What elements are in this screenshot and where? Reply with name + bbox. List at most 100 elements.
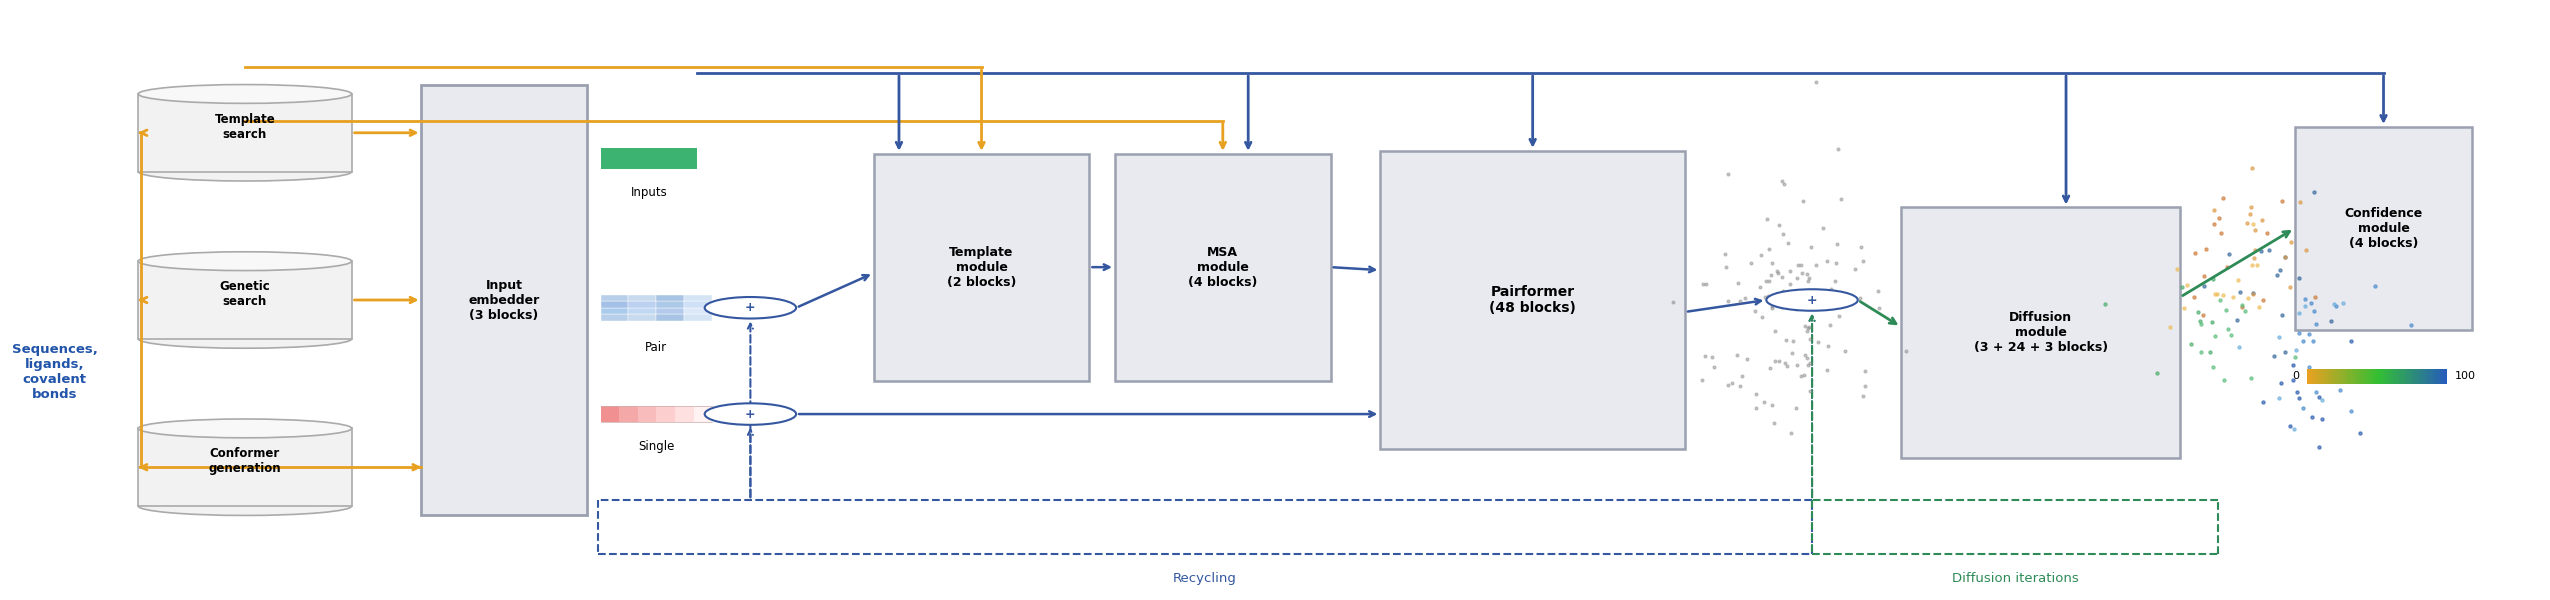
Point <box>1716 350 1757 359</box>
Point <box>2241 215 2282 225</box>
Bar <box>655 295 683 301</box>
Point <box>1782 371 1823 380</box>
Ellipse shape <box>138 497 352 515</box>
Point <box>1780 260 1821 270</box>
Text: Sequences,
ligands,
covalent
bonds: Sequences, ligands, covalent bonds <box>13 343 97 401</box>
Point <box>1808 341 1849 350</box>
Point <box>1693 362 1734 371</box>
Point <box>1826 347 1867 356</box>
Point <box>2231 163 2272 173</box>
Point <box>1731 259 1772 268</box>
Text: Conformer
generation: Conformer generation <box>209 447 280 475</box>
Point <box>1734 307 1775 316</box>
Point <box>1810 320 1851 330</box>
Point <box>1782 268 1823 278</box>
Bar <box>1380 151 1686 449</box>
Point <box>1767 238 1808 248</box>
Point <box>2180 319 2221 329</box>
Point <box>1810 290 1851 299</box>
Point <box>1752 270 1793 280</box>
Point <box>1777 304 1818 313</box>
Point <box>1808 256 1849 266</box>
Point <box>2193 205 2234 215</box>
Bar <box>655 406 676 422</box>
Point <box>1775 403 1816 413</box>
Bar <box>602 314 627 321</box>
Point <box>2193 362 2234 371</box>
Bar <box>602 308 627 314</box>
Point <box>1767 361 1808 371</box>
Point <box>2257 270 2298 280</box>
Point <box>1816 277 1856 286</box>
Point <box>2264 347 2305 357</box>
Bar <box>655 314 683 321</box>
Point <box>1788 277 1828 286</box>
Point <box>1744 292 1785 302</box>
Point <box>2239 302 2280 312</box>
Text: Input
embedder
(3 blocks): Input embedder (3 blocks) <box>469 278 541 322</box>
Point <box>2234 226 2275 235</box>
Point <box>1744 276 1785 286</box>
Point <box>2331 406 2372 416</box>
Point <box>1785 350 1826 359</box>
Point <box>2264 252 2305 262</box>
Point <box>2300 395 2341 404</box>
Point <box>2277 273 2318 283</box>
Point <box>2216 315 2257 325</box>
Point <box>2193 274 2234 284</box>
Point <box>1816 258 1856 268</box>
Point <box>1795 77 1836 86</box>
Point <box>2264 252 2305 262</box>
Point <box>2287 329 2328 338</box>
Point <box>1785 321 1826 331</box>
Point <box>2168 280 2208 290</box>
Point <box>2234 253 2275 263</box>
Point <box>2320 385 2361 395</box>
Point <box>1706 262 1747 271</box>
Point <box>1721 371 1762 381</box>
Point <box>2292 412 2333 422</box>
Text: Diffusion iterations: Diffusion iterations <box>1951 572 2078 585</box>
Point <box>1821 290 1861 300</box>
Point <box>1754 326 1795 335</box>
Point <box>1790 242 1831 252</box>
Point <box>1754 356 1795 365</box>
Point <box>2196 331 2236 340</box>
Point <box>2196 290 2236 299</box>
Point <box>1788 360 1828 370</box>
Point <box>1790 274 1831 283</box>
Point <box>1785 353 1826 363</box>
Point <box>1757 268 1798 278</box>
Point <box>2270 282 2310 292</box>
Point <box>2270 422 2310 431</box>
Point <box>1818 145 1859 154</box>
Point <box>1742 312 1782 322</box>
Point <box>1752 400 1793 409</box>
Point <box>1777 260 1818 270</box>
Text: +: + <box>1808 293 1818 307</box>
Point <box>2203 193 2244 203</box>
Point <box>1788 322 1828 331</box>
Point <box>1833 265 1874 274</box>
Point <box>2208 249 2249 259</box>
Point <box>1762 272 1803 281</box>
Point <box>1739 283 1780 292</box>
Point <box>1726 354 1767 364</box>
Point <box>1788 326 1828 336</box>
Point <box>1747 215 1788 224</box>
Point <box>2198 289 2239 298</box>
Text: Genetic
search: Genetic search <box>219 280 270 308</box>
Point <box>2285 302 2326 311</box>
Point <box>1810 284 1851 294</box>
Point <box>1775 304 1816 314</box>
Point <box>1749 244 1790 254</box>
Point <box>2295 319 2336 329</box>
Point <box>2236 260 2277 270</box>
Point <box>1844 256 1884 266</box>
Point <box>1752 258 1793 268</box>
Point <box>2203 375 2244 385</box>
Bar <box>1114 154 1331 380</box>
Point <box>2272 237 2313 247</box>
Point <box>2354 281 2394 290</box>
Point <box>2277 308 2318 318</box>
